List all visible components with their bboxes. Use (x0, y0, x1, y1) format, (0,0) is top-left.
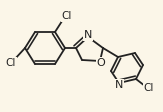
Text: Cl: Cl (62, 11, 72, 21)
Text: Cl: Cl (6, 58, 16, 68)
Text: N: N (84, 30, 92, 40)
Text: N: N (115, 80, 123, 90)
Text: O: O (97, 58, 105, 68)
Text: Cl: Cl (144, 83, 154, 93)
